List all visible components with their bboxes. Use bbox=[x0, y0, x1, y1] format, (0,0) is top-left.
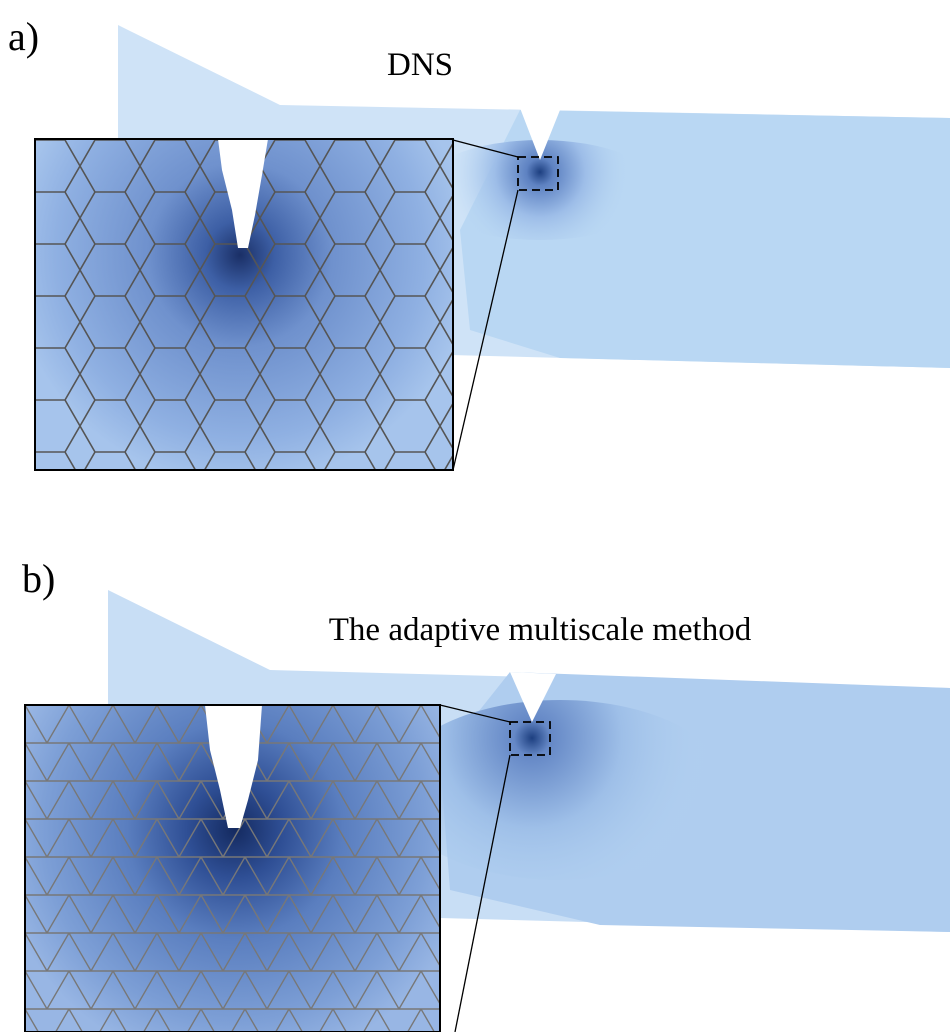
inset bbox=[34, 138, 454, 471]
zoom-line bbox=[439, 704, 511, 723]
crack bbox=[510, 672, 556, 722]
panel-title: DNS bbox=[387, 47, 453, 83]
zoom-box bbox=[517, 156, 559, 191]
panel-label: b) bbox=[22, 556, 55, 601]
zoom-line bbox=[452, 139, 519, 158]
crack bbox=[520, 108, 560, 160]
stress-field bbox=[390, 700, 730, 880]
zoom-line bbox=[452, 189, 519, 471]
panel-title: The adaptive multiscale method bbox=[329, 612, 752, 648]
zoom-box bbox=[509, 721, 551, 756]
inset bbox=[24, 704, 441, 1032]
panel-label: a) bbox=[8, 14, 39, 59]
zoom-line bbox=[454, 754, 511, 1032]
